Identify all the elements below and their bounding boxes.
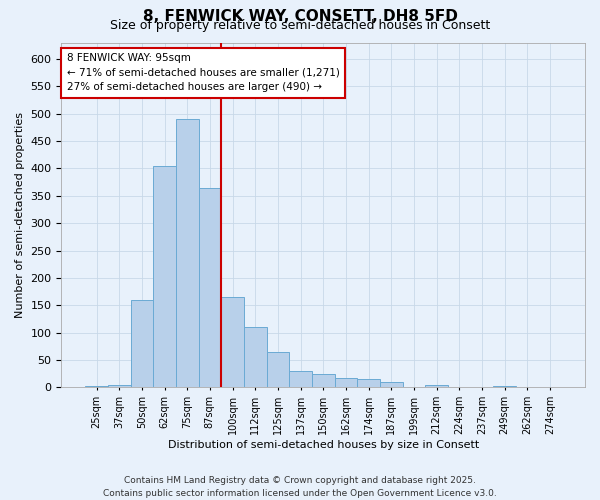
Bar bbox=[131, 300, 153, 388]
Bar bbox=[176, 119, 199, 388]
Bar bbox=[221, 297, 244, 388]
Bar bbox=[108, 384, 131, 388]
Bar bbox=[380, 382, 403, 388]
X-axis label: Distribution of semi-detached houses by size in Consett: Distribution of semi-detached houses by … bbox=[167, 440, 479, 450]
Bar bbox=[425, 384, 448, 388]
Text: Contains HM Land Registry data © Crown copyright and database right 2025.
Contai: Contains HM Land Registry data © Crown c… bbox=[103, 476, 497, 498]
Bar bbox=[312, 374, 335, 388]
Y-axis label: Number of semi-detached properties: Number of semi-detached properties bbox=[15, 112, 25, 318]
Bar bbox=[153, 166, 176, 388]
Bar bbox=[244, 327, 266, 388]
Bar bbox=[85, 386, 108, 388]
Text: 8 FENWICK WAY: 95sqm
← 71% of semi-detached houses are smaller (1,271)
27% of se: 8 FENWICK WAY: 95sqm ← 71% of semi-detac… bbox=[67, 53, 340, 92]
Bar bbox=[357, 379, 380, 388]
Text: Size of property relative to semi-detached houses in Consett: Size of property relative to semi-detach… bbox=[110, 18, 490, 32]
Bar bbox=[335, 378, 357, 388]
Bar bbox=[199, 188, 221, 388]
Bar bbox=[266, 352, 289, 388]
Bar bbox=[289, 371, 312, 388]
Text: 8, FENWICK WAY, CONSETT, DH8 5FD: 8, FENWICK WAY, CONSETT, DH8 5FD bbox=[143, 9, 457, 24]
Bar bbox=[493, 386, 516, 388]
